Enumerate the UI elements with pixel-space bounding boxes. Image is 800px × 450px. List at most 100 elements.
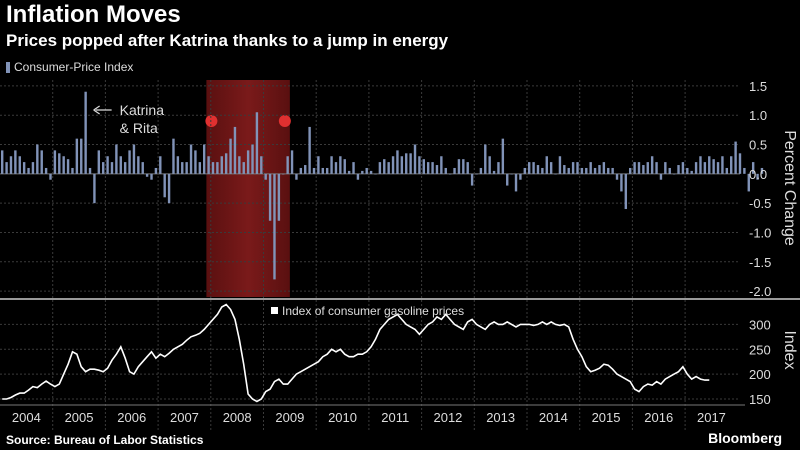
cpi-bar	[5, 162, 8, 174]
cpi-bar	[238, 156, 241, 174]
cpi-bar	[185, 162, 188, 174]
cpi-bar	[211, 162, 215, 174]
cpi-bar	[492, 170, 496, 174]
cpi-bar	[396, 150, 399, 174]
cpi-bar	[159, 156, 162, 174]
cpi-bar	[66, 159, 70, 174]
cpi-bar	[71, 167, 74, 174]
cpi-bar	[523, 167, 527, 174]
cpi-bar	[585, 167, 588, 174]
cpi-legend: Consumer-Price Index	[6, 60, 133, 74]
cpi-bar	[369, 170, 373, 174]
cpi-bar	[154, 167, 158, 174]
cpi-bar	[18, 156, 21, 174]
x-tick-label: 2004	[12, 410, 41, 425]
cpi-bar	[444, 167, 447, 174]
cpi-bar	[554, 173, 557, 175]
cpi-bar	[593, 167, 597, 174]
cpi-bar	[440, 156, 443, 174]
cpi-bar	[80, 138, 83, 174]
cpi-bar	[488, 156, 491, 174]
cpi-bar	[431, 162, 434, 174]
cpi-bar	[694, 162, 698, 174]
cpi-bar	[642, 165, 645, 174]
x-tick-label: 2012	[433, 410, 462, 425]
cpi-bar	[14, 150, 17, 174]
x-tick-label: 2016	[644, 410, 673, 425]
gas-legend-label: Index of consumer gasoline prices	[282, 304, 464, 318]
cpi-bar	[194, 150, 197, 174]
cpi-bar	[510, 173, 513, 175]
cpi-bar	[589, 162, 592, 174]
cpi-bar	[321, 167, 324, 174]
cpi-bar	[527, 162, 531, 174]
cpi-bar	[150, 173, 153, 180]
cpi-bar	[347, 170, 351, 174]
cpi-bar	[448, 173, 452, 175]
cpi-ytick-label: -1.5	[749, 255, 771, 270]
cpi-bar	[264, 173, 267, 180]
cpi-bar	[0, 150, 4, 174]
cpi-bar	[176, 156, 180, 174]
cpi-bar	[299, 167, 303, 174]
cpi-bar	[339, 156, 342, 174]
cpi-bar	[563, 165, 566, 174]
cpi-bar	[751, 162, 755, 174]
cpi-bar	[391, 156, 395, 174]
cpi-bar	[532, 162, 535, 174]
cpi-bar	[646, 162, 649, 174]
gas-ytick-label: 250	[749, 342, 771, 357]
cpi-bar	[115, 144, 118, 174]
cpi-bar	[536, 165, 540, 174]
cpi-ytick-label: -0.5	[749, 196, 771, 211]
cpi-bar	[607, 167, 610, 174]
gas-ytick-label: 300	[749, 317, 771, 332]
cpi-bar	[260, 156, 263, 174]
cpi-bar	[738, 153, 742, 174]
recession-end-marker-icon	[278, 115, 291, 127]
bloomberg-logo: Bloomberg	[708, 430, 782, 446]
cpi-bar	[132, 144, 136, 174]
cpi-bar	[598, 165, 601, 174]
cpi-bar	[664, 162, 667, 174]
cpi-bar	[31, 162, 35, 174]
cpi-bar	[514, 173, 518, 192]
cpi-bar	[602, 162, 606, 174]
cpi-bar	[690, 170, 693, 174]
cpi-bar	[40, 150, 43, 174]
cpi-bar	[435, 165, 439, 174]
cpi-bar	[58, 153, 61, 174]
cpi-bar	[378, 162, 382, 174]
cpi-bar	[422, 159, 425, 174]
cpi-bar	[282, 173, 285, 175]
cpi-bar	[317, 156, 320, 174]
x-tick-label: 2013	[486, 410, 515, 425]
cpi-y-axis-title: Percent Change	[781, 130, 798, 246]
cpi-bar	[620, 173, 623, 192]
cpi-bar	[62, 156, 65, 174]
x-tick-label: 2005	[65, 410, 94, 425]
gas-ytick-label: 150	[749, 392, 771, 407]
cpi-bar	[681, 162, 685, 174]
cpi-bar	[145, 173, 149, 177]
recession-start-marker-icon	[205, 115, 218, 127]
cpi-bar	[743, 167, 746, 174]
cpi-bar	[756, 173, 759, 180]
cpi-bar	[457, 159, 461, 174]
source-note: Source: Bureau of Labor Statistics	[6, 433, 204, 447]
gas-y-axis-title: Index	[781, 330, 798, 369]
katrina-arrowhead-icon	[93, 105, 100, 115]
cpi-bar	[198, 162, 202, 174]
cpi-bar	[220, 156, 223, 174]
cpi-bar	[624, 173, 628, 210]
cpi-bar	[686, 167, 689, 174]
cpi-bar	[242, 162, 245, 174]
cpi-bar	[567, 167, 570, 174]
cpi-bar	[141, 162, 144, 174]
cpi-bar	[356, 173, 360, 180]
cpi-bar	[84, 91, 87, 174]
cpi-bar	[181, 162, 184, 174]
cpi-bar	[167, 173, 171, 204]
cpi-bar	[365, 167, 368, 174]
